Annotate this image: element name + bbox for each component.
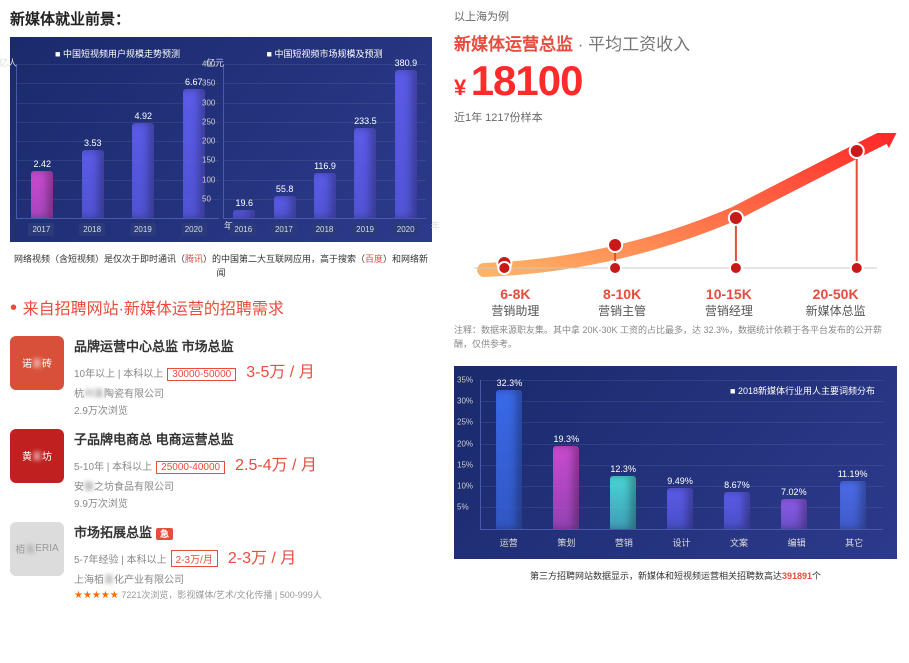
kw-value: 11.19% <box>838 469 868 479</box>
users-chart: 中国短视频用户规模走势预测 亿人 年 123456782.423.534.926… <box>16 47 219 236</box>
section-title: 新媒体就业前景： <box>10 8 432 29</box>
growth-chart <box>454 133 897 278</box>
kw-x-label: 策划 <box>557 536 575 549</box>
job-company: 安徽之坊食品有限公司 <box>74 478 432 493</box>
salary-big: 2-3万 / 月 <box>228 544 296 568</box>
company-logo: 黄某坊 <box>10 429 64 483</box>
footnote: 注释：数据来源职友集。其中拿 20K-30K 工资的占比最多，达 32.3%，数… <box>454 323 897 352</box>
job-title: 品牌运营中心总监 市场总监 <box>74 336 432 355</box>
kw-value: 7.02% <box>781 487 807 497</box>
kw-x-label: 编辑 <box>788 536 806 549</box>
bar-value: 3.53 <box>84 138 102 148</box>
job-views: 2.9万次浏览 <box>74 402 432 417</box>
salary-title: 新媒体运营总监 · 平均工资收入 <box>454 30 897 55</box>
bar-value: 6.67 <box>185 77 203 87</box>
y-unit: 亿人 <box>0 56 17 69</box>
company-logo: 栢某ERIA <box>10 522 64 576</box>
kw-x-label: 其它 <box>845 536 863 549</box>
market-chart: 中国短视频市场规模及预测 亿元 年 5010015020025030035040… <box>223 47 426 236</box>
salary-big: 3-5万 / 月 <box>246 358 314 382</box>
job-extra: ★★★★★ 7221次浏览，影视媒体/艺术/文化传播 | 500-999人 <box>74 588 432 601</box>
bar-value: 19.6 <box>235 198 253 208</box>
x-label: 2020 <box>181 223 207 236</box>
users-chart-title: 中国短视频用户规模走势预测 <box>16 47 219 60</box>
job-views: 9.9万次浏览 <box>74 495 432 510</box>
currency: ¥ <box>454 75 466 100</box>
bar-value: 116.9 <box>314 161 336 171</box>
salary-big: 2.5-4万 / 月 <box>235 451 317 475</box>
kw-value: 19.3% <box>554 434 580 444</box>
x-label: 2019 <box>130 223 156 236</box>
job-company: 上海栢某化产业有限公司 <box>74 571 432 586</box>
job-meta: 5-10年 | 本科以上25000-400002.5-4万 / 月 <box>74 451 432 475</box>
kw-value: 8.67% <box>724 480 750 490</box>
x-label: 2017 <box>271 223 297 236</box>
kw-x-label: 运营 <box>500 536 518 549</box>
range-value: 20-50K <box>782 286 889 302</box>
kw-value: 9.49% <box>667 476 693 486</box>
shanghai-header: 以上海为例 <box>454 8 897 24</box>
range-role: 新媒体总监 <box>782 302 889 319</box>
left-column: 新媒体就业前景： 中国短视频用户规模走势预测 亿人 年 123456782.42… <box>0 0 442 663</box>
x-label: 2018 <box>79 223 105 236</box>
x-label: 2016 <box>230 223 256 236</box>
range-role: 营销经理 <box>676 302 783 319</box>
range-col: 20-50K新媒体总监 <box>782 286 889 319</box>
bar-value: 2.42 <box>33 159 51 169</box>
job-item[interactable]: 诺某砖品牌运营中心总监 市场总监10年以上 | 本科以上30000-500003… <box>10 336 432 417</box>
big-salary: ¥ 18100 <box>454 57 897 105</box>
right-column: 以上海为例 新媒体运营总监 · 平均工资收入 ¥ 18100 近1年 1217份… <box>442 0 909 663</box>
bar-value: 380.9 <box>395 58 418 68</box>
range-value: 6-8K <box>462 286 569 302</box>
range-col: 10-15K营销经理 <box>676 286 783 319</box>
job-meta: 10年以上 | 本科以上30000-500003-5万 / 月 <box>74 358 432 382</box>
range-value: 10-15K <box>676 286 783 302</box>
range-col: 8-10K营销主管 <box>569 286 676 319</box>
x-label: 2019 <box>352 223 378 236</box>
bar-value: 4.92 <box>134 111 152 121</box>
title-gray: · 平均工资收入 <box>578 35 690 54</box>
sample-text: 近1年 1217份样本 <box>454 109 897 125</box>
kw-value: 12.3% <box>610 464 636 474</box>
salary-box: 2-3万/月 <box>171 550 218 567</box>
x-label: 2018 <box>312 223 338 236</box>
top-charts-container: 中国短视频用户规模走势预测 亿人 年 123456782.423.534.926… <box>10 37 432 242</box>
company-logo: 诺某砖 <box>10 336 64 390</box>
keywords-chart: 2018新媒体行业用人主要词频分布 5%10%15%20%25%30%35%32… <box>454 366 897 559</box>
urgent-badge: 急 <box>156 528 173 540</box>
range-col: 6-8K营销助理 <box>462 286 569 319</box>
title-red: 新媒体运营总监 <box>454 35 573 54</box>
charts-caption: 网络视频（含短视频）是仅次于即时通讯（腾讯）的中国第二大互联网应用，高于搜索（百… <box>10 252 432 281</box>
bar-value: 55.8 <box>276 184 294 194</box>
rating-stars: ★★★★★ <box>74 590 119 601</box>
kw-x-label: 营销 <box>615 536 633 549</box>
salary-box: 25000-40000 <box>156 461 225 474</box>
job-item[interactable]: 栢某ERIA市场拓展总监急5-7年经验 | 本科以上2-3万/月2-3万 / 月… <box>10 522 432 601</box>
salary-box: 30000-50000 <box>167 368 236 381</box>
salary-ranges: 6-8K营销助理8-10K营销主管10-15K营销经理20-50K新媒体总监 <box>454 286 897 319</box>
job-item[interactable]: 黄某坊子品牌电商总 电商运营总监5-10年 | 本科以上25000-400002… <box>10 429 432 510</box>
x-label: 2017 <box>28 223 54 236</box>
job-title: 子品牌电商总 电商运营总监 <box>74 429 432 448</box>
job-company: 杭州某陶瓷有限公司 <box>74 385 432 400</box>
recruit-title: 来自招聘网站·新媒体运营的招聘需求 <box>10 295 432 320</box>
job-meta: 5-7年经验 | 本科以上2-3万/月2-3万 / 月 <box>74 544 432 568</box>
kw-x-label: 设计 <box>672 536 690 549</box>
range-value: 8-10K <box>569 286 676 302</box>
job-list: 诺某砖品牌运营中心总监 市场总监10年以上 | 本科以上30000-500003… <box>10 336 432 601</box>
x-unit: 年 <box>431 219 440 232</box>
job-title: 市场拓展总监急 <box>74 522 432 541</box>
kw-value: 32.3% <box>497 378 523 388</box>
salary-number: 18100 <box>471 57 583 104</box>
range-role: 营销主管 <box>569 302 676 319</box>
range-role: 营销助理 <box>462 302 569 319</box>
bar-value: 233.5 <box>354 116 377 126</box>
kw-x-label: 文案 <box>730 536 748 549</box>
x-label: 2020 <box>393 223 419 236</box>
bottom-caption: 第三方招聘网站数据显示，新媒体和短视频运营相关招聘数高达391891个 <box>454 569 897 582</box>
